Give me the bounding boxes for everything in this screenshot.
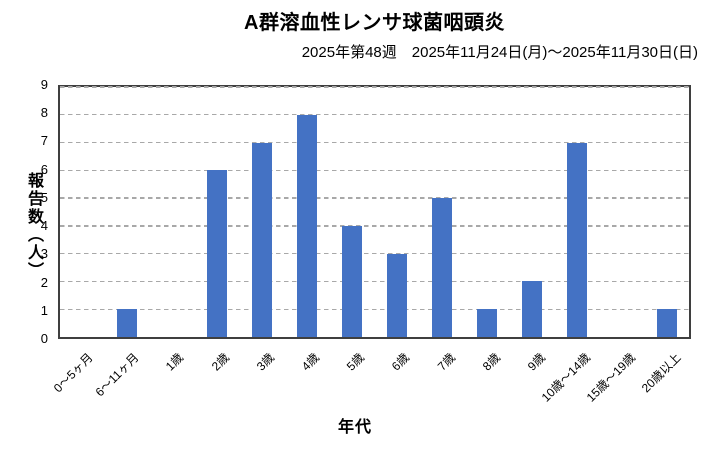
gridline-y4 bbox=[60, 225, 689, 227]
gridline-y8 bbox=[60, 114, 689, 116]
chart-subtitle: 2025年第48週 2025年11月24日(月)～2025年11月30日(日) bbox=[301, 44, 698, 61]
x-axis-label: 年代 bbox=[337, 419, 373, 436]
bar-3歳 bbox=[252, 142, 273, 337]
y-tick-label-0: 0 bbox=[40, 331, 48, 346]
bar-20歳以上 bbox=[656, 309, 677, 337]
gridline-y7 bbox=[60, 141, 689, 144]
y-tick-label-4: 4 bbox=[40, 218, 48, 234]
x-tick-label-9歳: 9歳 bbox=[524, 350, 549, 374]
gridline-y2 bbox=[60, 280, 689, 283]
bar-5歳 bbox=[342, 225, 363, 337]
x-tick-label-6～11ヶ月: 6～11ヶ月 bbox=[92, 350, 142, 400]
x-tick-label-6歳: 6歳 bbox=[389, 350, 413, 374]
x-tick-label-5歳: 5歳 bbox=[344, 350, 368, 374]
x-tick-label-0～5ヶ月: 0～5ヶ月 bbox=[51, 350, 96, 396]
y-tick-label-5: 5 bbox=[40, 189, 48, 205]
x-tick-label-4歳: 4歳 bbox=[298, 350, 323, 374]
bar-4歳 bbox=[297, 114, 318, 337]
x-tick-label-2歳: 2歳 bbox=[208, 350, 232, 374]
y-tick-label-1: 1 bbox=[40, 302, 48, 318]
y-tick-label-8: 8 bbox=[40, 105, 48, 121]
y-tick-label-2: 2 bbox=[40, 274, 48, 290]
y-tick-label-6: 6 bbox=[40, 161, 48, 177]
bar-2歳 bbox=[207, 170, 228, 337]
gridline-y3 bbox=[60, 252, 689, 255]
bar-7歳 bbox=[431, 198, 452, 337]
bar-8歳 bbox=[476, 309, 497, 337]
x-tick-label-8歳: 8歳 bbox=[479, 350, 503, 374]
x-tick-label-7歳: 7歳 bbox=[434, 350, 458, 374]
x-tick-label-1歳: 1歳 bbox=[163, 350, 187, 374]
chart-title: A群溶血性レンサ球菌咽頭炎 bbox=[244, 12, 505, 34]
gridline-y6 bbox=[60, 169, 689, 172]
plot-area bbox=[58, 85, 691, 339]
x-tick-label-3歳: 3歳 bbox=[253, 350, 277, 374]
gridline-y5 bbox=[60, 197, 689, 199]
gridline-y9 bbox=[60, 86, 689, 88]
y-tick-label-7: 7 bbox=[40, 133, 48, 149]
x-tick-label-15歳～19歳: 15歳～19歳 bbox=[584, 350, 639, 405]
y-tick-label-9: 9 bbox=[40, 77, 48, 92]
bar-6歳 bbox=[386, 253, 407, 337]
bar-10歳～14歳 bbox=[566, 142, 587, 337]
y-tick-label-3: 3 bbox=[40, 246, 48, 262]
bar-9歳 bbox=[521, 281, 542, 337]
y-axis-label: 報告数（人） bbox=[25, 172, 42, 280]
bar-6～11ヶ月 bbox=[117, 309, 138, 337]
gridline-y1 bbox=[60, 308, 689, 310]
x-tick-label-20歳以上: 20歳以上 bbox=[638, 350, 684, 396]
